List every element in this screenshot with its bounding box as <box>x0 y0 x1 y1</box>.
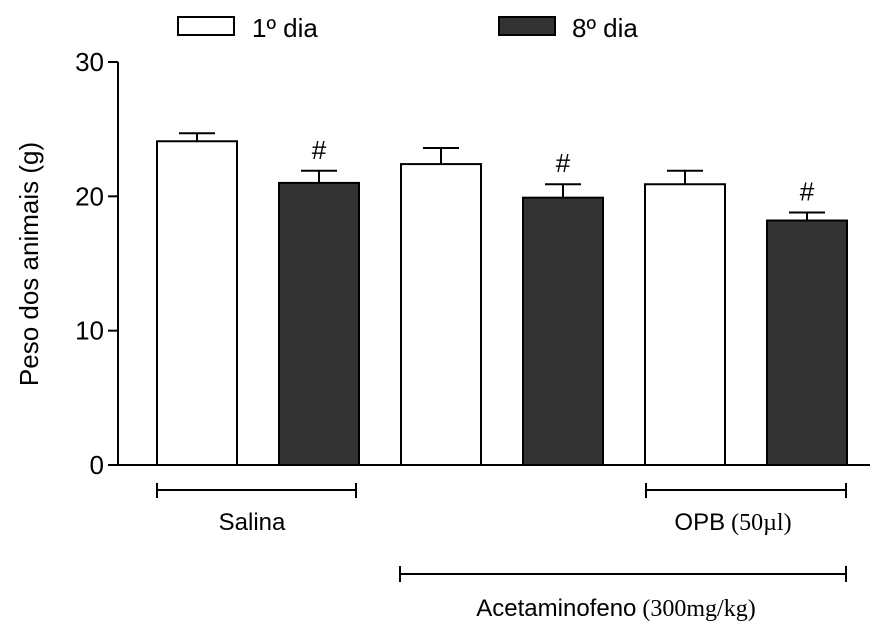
significance-marker: # <box>556 148 571 178</box>
legend-label-2: 8º dia <box>572 13 638 43</box>
significance-marker: # <box>312 135 327 165</box>
group-brackets: Salina OPB (50µl) Acetaminofeno (300mg/k… <box>156 483 847 622</box>
bar <box>400 163 482 467</box>
y-axis: 0 10 20 30 <box>75 47 119 480</box>
bracket-opb <box>645 483 847 498</box>
group-label-opb: OPB (50µl) <box>674 509 791 536</box>
legend: 1º dia 8º dia <box>177 13 638 43</box>
bar <box>644 183 726 466</box>
legend-label-1: 1º dia <box>252 13 318 43</box>
group-label-salina: Salina <box>219 509 286 536</box>
bars: # # # <box>156 132 848 467</box>
y-axis-title: Peso dos animais (g) <box>14 142 44 386</box>
significance-marker: # <box>800 176 815 206</box>
group-label-acetaminofeno: Acetaminofeno (300mg/kg) <box>476 595 755 622</box>
bar <box>522 196 604 466</box>
bar <box>766 219 848 466</box>
bracket-acetaminofeno <box>399 566 847 582</box>
bar <box>278 181 360 466</box>
legend-swatch-1 <box>177 16 235 36</box>
legend-swatch-2 <box>498 16 556 36</box>
y-tick-label: 20 <box>75 181 104 211</box>
y-tick-label: 0 <box>90 450 104 480</box>
bracket-salina <box>156 483 357 498</box>
bar <box>156 140 238 467</box>
y-tick-label: 10 <box>75 316 104 346</box>
y-tick-label: 30 <box>75 47 104 77</box>
